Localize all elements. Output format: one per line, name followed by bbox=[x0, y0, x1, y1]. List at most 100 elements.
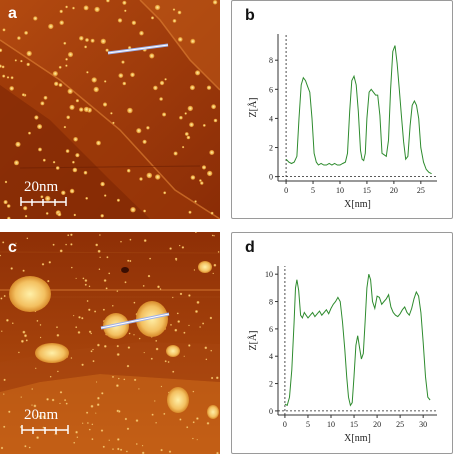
cluster-dot bbox=[133, 378, 137, 382]
cluster-dot bbox=[206, 422, 210, 425]
cluster-dot bbox=[139, 177, 143, 181]
cluster-dot bbox=[3, 378, 6, 381]
cluster-dot bbox=[116, 345, 119, 348]
cluster-dot bbox=[86, 300, 89, 302]
stm-image-a: a 20nm bbox=[0, 0, 220, 219]
cluster-dot bbox=[118, 377, 120, 380]
cluster-dot bbox=[106, 0, 110, 3]
cluster-dot bbox=[202, 124, 206, 127]
cluster-dot bbox=[69, 188, 75, 194]
cluster-dot bbox=[117, 447, 120, 451]
cluster-dot bbox=[196, 301, 200, 304]
cluster-dot bbox=[187, 105, 193, 112]
cluster-dot bbox=[98, 268, 101, 270]
cluster-dot bbox=[102, 445, 105, 448]
cluster-dot bbox=[211, 234, 214, 237]
cluster-dot bbox=[118, 73, 124, 78]
cluster-dot bbox=[22, 269, 25, 272]
cluster-dot bbox=[73, 137, 78, 142]
cluster-dot bbox=[150, 357, 153, 360]
cluster-dot bbox=[84, 283, 87, 286]
cluster-dot bbox=[164, 360, 167, 363]
cluster-dot bbox=[110, 112, 113, 115]
cluster-dot bbox=[59, 402, 61, 405]
cluster-dot bbox=[188, 294, 191, 297]
cluster-dot bbox=[169, 247, 172, 250]
cluster-dot bbox=[147, 274, 151, 278]
cluster-dot bbox=[188, 324, 190, 327]
cluster-dot bbox=[179, 292, 183, 296]
cluster-dot bbox=[71, 266, 73, 269]
cluster-dot bbox=[2, 28, 6, 32]
cluster-dot bbox=[72, 160, 75, 164]
y-tick-label: 8 bbox=[269, 56, 273, 65]
cluster-dot bbox=[3, 295, 6, 297]
cluster-dot bbox=[25, 339, 28, 342]
cluster-dot bbox=[192, 390, 195, 393]
cluster-dot bbox=[24, 334, 27, 338]
cluster-dot bbox=[157, 285, 160, 289]
cluster-dot bbox=[155, 347, 159, 351]
cluster-dot bbox=[133, 334, 135, 336]
cluster-dot bbox=[36, 436, 39, 439]
cluster-dot bbox=[23, 206, 28, 211]
cluster-dot bbox=[84, 279, 88, 282]
cluster-dot bbox=[63, 125, 67, 129]
cluster-dot bbox=[128, 46, 132, 50]
cluster-dot bbox=[75, 277, 77, 279]
cluster-dot bbox=[81, 363, 84, 366]
cluster-dot bbox=[104, 345, 107, 348]
cluster-dot bbox=[91, 77, 97, 83]
cluster-dot bbox=[48, 23, 54, 30]
cluster-dot bbox=[57, 370, 59, 373]
cluster-dot bbox=[116, 198, 120, 202]
cluster-dot bbox=[173, 151, 178, 156]
cluster-dot bbox=[1, 65, 5, 69]
cluster-dot bbox=[58, 83, 63, 87]
cluster-dot bbox=[24, 31, 28, 35]
cluster-dot bbox=[87, 422, 89, 424]
cluster-dot bbox=[54, 81, 59, 87]
cluster-dot bbox=[121, 60, 125, 64]
cluster-dot bbox=[116, 353, 120, 356]
x-tick-label: 5 bbox=[306, 420, 310, 429]
y-tick-label: 8 bbox=[269, 298, 273, 307]
cluster-dot bbox=[188, 344, 191, 347]
stm-image-c: c 20nm bbox=[0, 232, 220, 454]
cluster-dot bbox=[90, 332, 92, 335]
cluster-dot bbox=[104, 80, 107, 83]
y-tick-label: 2 bbox=[269, 380, 273, 389]
cluster-dot bbox=[3, 425, 6, 428]
cluster-dot bbox=[46, 398, 49, 401]
cluster-dot bbox=[192, 437, 194, 440]
cluster-dot bbox=[204, 346, 208, 350]
cluster-dot bbox=[189, 122, 194, 128]
cluster-dot bbox=[49, 375, 52, 378]
cluster-dot bbox=[83, 5, 89, 11]
cluster-dot bbox=[85, 38, 89, 42]
cluster-dot bbox=[112, 375, 114, 378]
cluster-dot bbox=[78, 316, 81, 319]
cluster-dot bbox=[213, 118, 218, 123]
cluster-dot bbox=[217, 251, 220, 253]
cluster-dot bbox=[139, 30, 144, 36]
cluster-dot bbox=[141, 451, 145, 454]
cluster-dot bbox=[37, 124, 43, 130]
x-tick-label: 25 bbox=[396, 420, 404, 429]
cluster-dot bbox=[24, 215, 28, 218]
cluster-dot bbox=[127, 346, 131, 349]
cluster-dot bbox=[211, 104, 217, 110]
cluster-dot bbox=[67, 88, 73, 95]
cluster-dot bbox=[52, 71, 58, 77]
cluster-dot bbox=[195, 310, 198, 313]
cluster-dot bbox=[201, 165, 207, 170]
cluster-dot bbox=[212, 272, 214, 275]
cluster-dot bbox=[51, 398, 55, 402]
cluster-dot bbox=[0, 297, 3, 300]
height-profile-line bbox=[285, 45, 432, 175]
cluster-dot bbox=[70, 357, 73, 359]
cluster-dot bbox=[61, 190, 66, 195]
cluster-dot bbox=[20, 59, 23, 63]
cluster-dot bbox=[31, 388, 33, 390]
cluster-dot bbox=[41, 263, 45, 266]
